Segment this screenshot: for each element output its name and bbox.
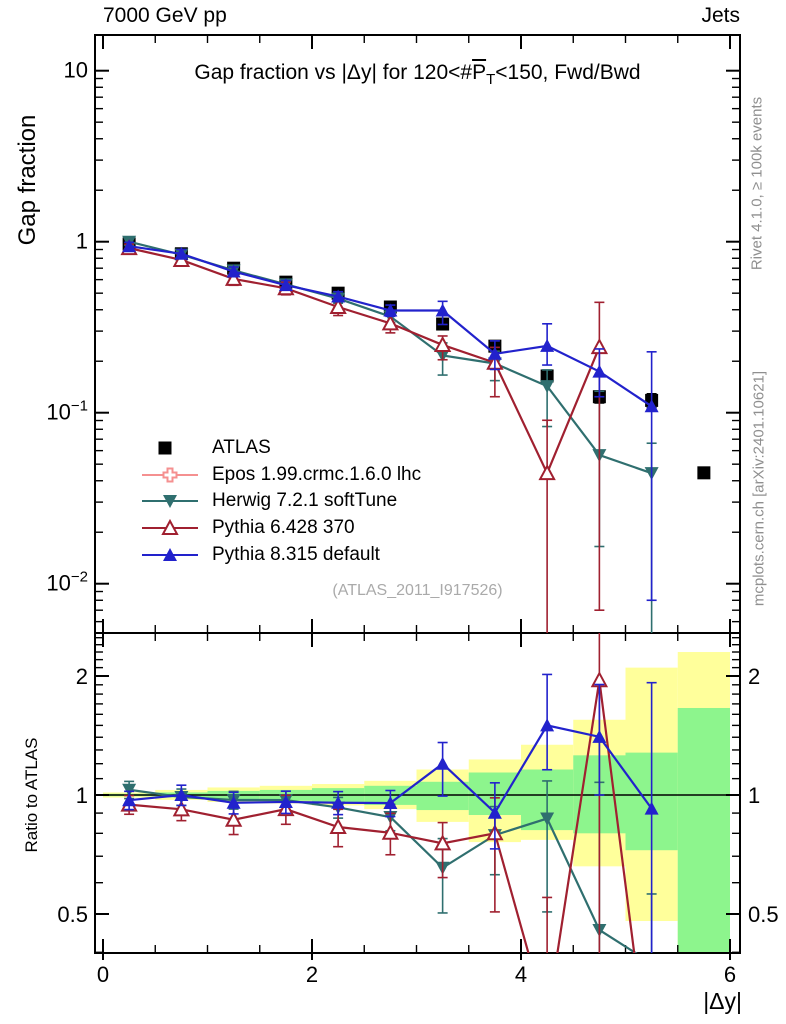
uncertainty-bands bbox=[103, 652, 730, 953]
analysis-group-label: Jets bbox=[701, 4, 740, 27]
marker-triangle-up-filled bbox=[226, 264, 241, 278]
marker-triangle-up-filled bbox=[122, 239, 137, 253]
legend-label: Herwig 7.2.1 softTune bbox=[212, 490, 398, 512]
marker-triangle-up-filled bbox=[644, 801, 659, 815]
legend-marker-atlas bbox=[158, 441, 172, 455]
marker-triangle-up-filled bbox=[592, 364, 607, 378]
marker-triangle-up-open bbox=[381, 314, 400, 331]
marker-triangle-up-open bbox=[329, 817, 347, 834]
marker-triangle-up-filled bbox=[435, 303, 450, 317]
legend-marker-epos-1-99-crmc-1-6-0-lhc bbox=[142, 467, 198, 483]
chart-title-sub: T bbox=[486, 71, 496, 89]
marker-triangle-up-filled bbox=[331, 289, 346, 303]
legend-marker-pythia-8-315-default bbox=[142, 547, 198, 561]
marker-triangle-up-open bbox=[433, 834, 452, 851]
marker-square-filled bbox=[158, 441, 172, 455]
marker-triangle-up-filled bbox=[163, 547, 177, 561]
y-tick-label-main: 10 bbox=[64, 58, 88, 83]
marker-triangle-up-filled bbox=[644, 399, 659, 413]
y-tick-label-ratio-right: 2 bbox=[748, 664, 760, 689]
legend-item-herwig-7-2-1-softtune: Herwig 7.2.1 softTune bbox=[141, 490, 397, 512]
marker-triangle-up-filled bbox=[174, 788, 189, 801]
legend-item-atlas: ATLAS bbox=[141, 437, 271, 459]
marker-triangle-up-open bbox=[224, 269, 243, 286]
legend-item-epos-1-99-crmc-1-6-0-lhc: Epos 1.99.crmc.1.6.0 lhc bbox=[141, 464, 421, 486]
legend-item-pythia-8-315-default: Pythia 8.315 default bbox=[141, 544, 380, 566]
marker-triangle-up-open bbox=[433, 335, 452, 352]
y-tick-label-ratio: 2 bbox=[76, 664, 88, 689]
marker-triangle-up-open bbox=[224, 810, 243, 827]
marker-triangle-up-filled bbox=[383, 303, 398, 317]
marker-triangle-up-filled bbox=[122, 793, 137, 807]
chart-title-suffix: <150, Fwd/Bwd bbox=[495, 61, 641, 84]
marker-triangle-up-filled bbox=[487, 805, 502, 819]
chart-title-pbar: P bbox=[472, 61, 487, 84]
legend-item-pythia-6-428-370: Pythia 6.428 370 bbox=[141, 517, 355, 539]
series-ratio-pythia-8-315-default bbox=[122, 673, 659, 953]
marker-triangle-up-filled bbox=[540, 338, 555, 352]
x-tick-label: 6 bbox=[724, 962, 736, 987]
y-tick-label-ratio: 1 bbox=[76, 783, 88, 808]
y-tick-label-main: 10−2 bbox=[46, 569, 88, 596]
marker-triangle-up-filled bbox=[331, 795, 346, 809]
marker-triangle-down-filled bbox=[163, 495, 177, 509]
marker-triangle-up-open bbox=[172, 800, 191, 817]
marker-triangle-down-filled bbox=[122, 783, 137, 797]
marker-cross-open bbox=[162, 467, 178, 483]
x-tick-label: 0 bbox=[97, 962, 109, 987]
marker-triangle-up-open bbox=[161, 519, 179, 536]
plot-frames bbox=[94, 34, 741, 954]
marker-triangle-up-filled bbox=[278, 278, 293, 292]
marker-triangle-down-filled bbox=[540, 380, 555, 394]
marker-triangle-up-filled bbox=[487, 346, 502, 360]
legend-label: Pythia 6.428 370 bbox=[212, 517, 355, 539]
marker-triangle-up-filled bbox=[174, 246, 189, 260]
legend-label: Pythia 8.315 default bbox=[212, 543, 380, 565]
tick-labels: 0 2 4 6 10 1 10−1 10−2 2 2 1 1 0.5 0.5 bbox=[46, 58, 778, 987]
y-tick-label-ratio: 0.5 bbox=[57, 902, 88, 927]
y-tick-label-ratio-right: 1 bbox=[748, 783, 760, 808]
legend-label: ATLAS bbox=[212, 437, 271, 458]
y-tick-label-main: 1 bbox=[76, 229, 88, 254]
x-tick-label: 2 bbox=[306, 962, 318, 987]
legend-label: Epos 1.99.crmc.1.6.0 lhc bbox=[212, 463, 422, 485]
analysis-id-watermark: (ATLAS_2011_I917526) bbox=[332, 582, 503, 599]
y-tick-label-ratio-right: 0.5 bbox=[748, 902, 779, 927]
legend-marker-pythia-6-428-370 bbox=[142, 519, 198, 536]
marker-square-filled bbox=[697, 466, 711, 480]
marker-triangle-down-filled bbox=[645, 957, 659, 970]
axis-ticks bbox=[95, 35, 740, 960]
band-inner bbox=[677, 707, 730, 953]
marker-triangle-up-filled bbox=[540, 718, 555, 732]
marker-triangle-up-open bbox=[540, 1013, 554, 1024]
marker-triangle-up-filled bbox=[278, 794, 293, 808]
beam-energy-label: 7000 GeV pp bbox=[103, 4, 227, 27]
marker-triangle-down-filled bbox=[540, 812, 555, 826]
marker-triangle-up-filled bbox=[592, 729, 607, 743]
marker-triangle-up-filled bbox=[383, 796, 398, 810]
marker-triangle-up-open bbox=[329, 297, 347, 315]
chart-title-prefix: Gap fraction vs |Δy| for 120<# bbox=[194, 61, 473, 84]
marker-triangle-up-filled bbox=[226, 795, 241, 809]
marker-triangle-up-filled bbox=[435, 756, 450, 770]
chart-title: Gap fraction vs |Δy| for 120<#PT<150, Fw… bbox=[95, 61, 740, 88]
marker-triangle-up-open bbox=[381, 823, 400, 840]
series-main-pythia-8-315-default bbox=[122, 239, 659, 602]
y-tick-label-main: 10−1 bbox=[46, 398, 88, 425]
marker-triangle-up-open bbox=[538, 464, 556, 481]
x-tick-label: 4 bbox=[515, 962, 527, 987]
x-axis-label: |Δy| bbox=[703, 988, 742, 1014]
legend-marker-herwig-7-2-1-softtune bbox=[142, 495, 198, 509]
